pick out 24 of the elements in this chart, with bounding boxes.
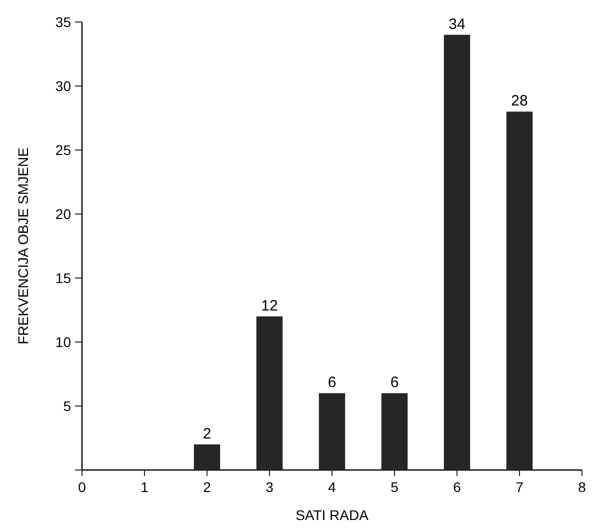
y-tick-label: 15 xyxy=(55,270,72,286)
x-tick-label: 7 xyxy=(516,479,524,495)
y-tick-label: 10 xyxy=(55,334,72,350)
y-tick-label: 20 xyxy=(55,206,72,222)
y-axis-title: FREKVENCIJA OBJE SMJENE xyxy=(15,148,31,344)
data-label: 28 xyxy=(511,92,528,110)
y-tick-label: 30 xyxy=(55,78,72,94)
x-tick-label: 5 xyxy=(390,479,399,495)
data-label: 12 xyxy=(261,297,278,314)
y-tick-label: 35 xyxy=(55,14,72,30)
data-label: 6 xyxy=(390,374,399,392)
data-label: 2 xyxy=(202,425,212,442)
x-tick-label: 2 xyxy=(203,479,212,495)
x-tick-label: 6 xyxy=(453,479,462,495)
x-tick-label: 3 xyxy=(266,479,274,495)
x-tick-label: 1 xyxy=(140,479,149,495)
x-tick-label: 8 xyxy=(578,479,586,495)
y-tick-label: 25 xyxy=(55,142,72,158)
x-tick-label: 0 xyxy=(78,479,86,495)
x-axis-title: SATI RADA xyxy=(296,507,370,523)
data-label: 34 xyxy=(448,16,466,33)
data-label: 6 xyxy=(328,374,336,392)
y-tick-label: 5 xyxy=(63,398,72,414)
x-tick-label: 4 xyxy=(328,479,336,495)
